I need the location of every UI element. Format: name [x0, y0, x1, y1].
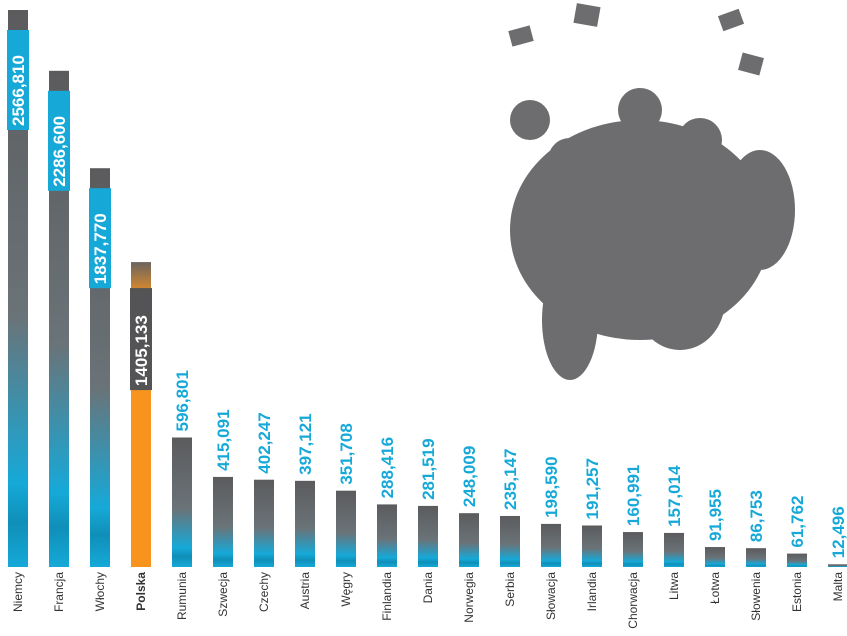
category-label: Serbia: [503, 572, 517, 607]
bar: [49, 70, 69, 567]
value-label-box: [48, 90, 70, 191]
value-label: 86,753: [747, 490, 766, 542]
category-label: Chorwacja: [626, 572, 640, 629]
value-label: 397,121: [296, 413, 315, 474]
value-label: 61,762: [788, 496, 807, 548]
category-label: Dania: [421, 572, 435, 604]
value-label: 415,091: [214, 409, 233, 470]
category-label: Malta: [831, 572, 845, 602]
bar: [787, 553, 807, 567]
category-label: Estonia: [790, 572, 804, 612]
category-label: Słowacja: [544, 572, 558, 620]
category-label: Norwegia: [462, 572, 476, 623]
bar: [664, 532, 684, 567]
value-label: 281,519: [419, 438, 438, 499]
bar: [541, 523, 561, 567]
bar: [459, 513, 479, 567]
value-label: 596,801: [173, 370, 192, 431]
value-label: 91,955: [706, 489, 725, 541]
category-label: Polska: [134, 572, 148, 611]
category-label: Słowenia: [749, 572, 763, 621]
value-label: 1837,770: [91, 213, 110, 284]
bar: [213, 476, 233, 567]
category-label: Niemcy: [11, 572, 25, 612]
category-label: Czechy: [257, 572, 271, 612]
value-label: 198,590: [542, 456, 561, 517]
value-label: 248,009: [460, 446, 479, 507]
bar: [623, 532, 643, 567]
value-label: 351,708: [337, 423, 356, 484]
value-label: 1405,133: [132, 315, 151, 386]
value-label: 157,014: [665, 465, 684, 527]
bar: [254, 479, 274, 567]
bar: [377, 504, 397, 567]
bar: [295, 480, 315, 567]
bar: [336, 490, 356, 567]
value-label-box: [89, 188, 111, 289]
value-label: 235,147: [501, 449, 520, 510]
category-label: Włochy: [93, 572, 107, 611]
category-label: Finlandia: [380, 572, 394, 621]
category-label: Francja: [52, 572, 66, 612]
value-label: 402,247: [255, 412, 274, 473]
bar: [828, 564, 847, 567]
value-label-box: [130, 288, 152, 391]
category-label: Łotwa: [708, 572, 722, 604]
value-label: 191,257: [583, 458, 602, 519]
bar: [582, 525, 602, 567]
value-label: 288,416: [378, 437, 397, 498]
category-label: Irlandia: [585, 572, 599, 612]
value-label: 2286,600: [50, 116, 69, 187]
value-label: 2566,810: [9, 55, 28, 126]
category-label: Litwa: [667, 572, 681, 600]
value-label: 12,496: [829, 506, 847, 558]
value-label: 160,991: [624, 465, 643, 526]
bar: [500, 515, 520, 567]
value-label-box: [7, 30, 29, 130]
bar: [172, 437, 192, 567]
bar: [705, 547, 725, 567]
category-label: Węgry: [339, 572, 353, 607]
bar: [746, 548, 766, 567]
category-label: Rumunia: [175, 572, 189, 620]
bar: [8, 10, 28, 567]
category-label: Szwecja: [216, 572, 230, 617]
bar: [418, 505, 438, 567]
category-label: Austria: [298, 572, 312, 610]
graduates-illustration: [508, 3, 795, 380]
